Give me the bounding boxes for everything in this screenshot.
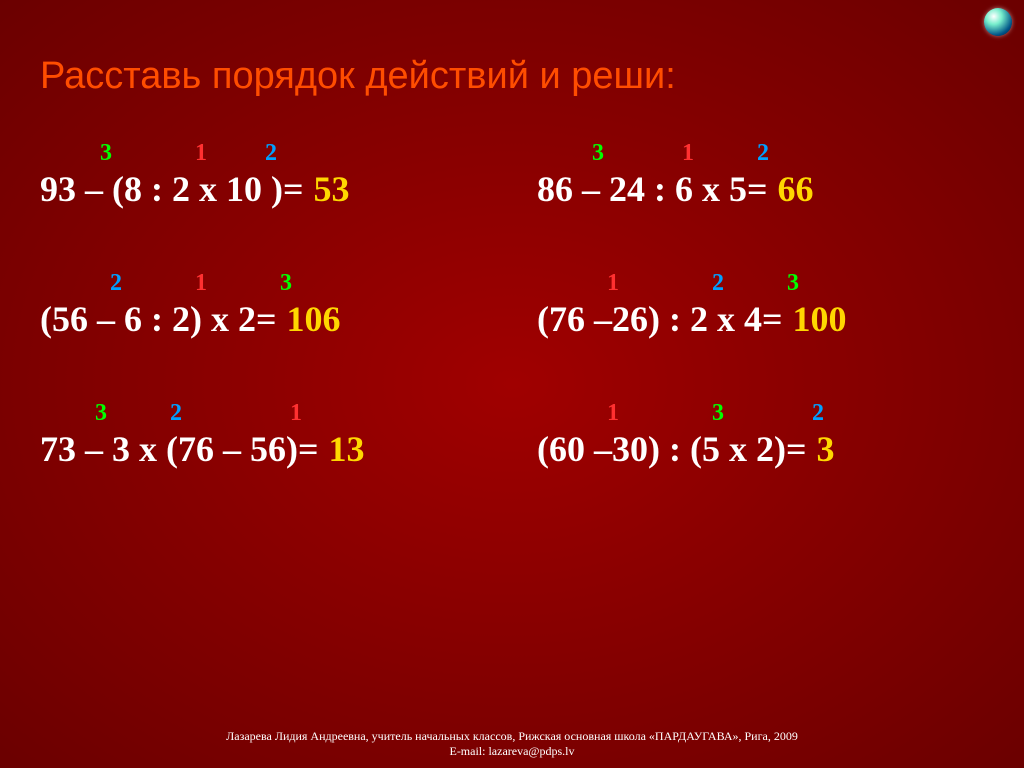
problems-area: 31293 – (8 : 2 х 10 )=53213(56 – 6 : 2) … xyxy=(30,168,994,558)
footer: Лазарева Лидия Андреевна, учитель началь… xyxy=(0,729,1024,760)
order-number: 3 xyxy=(592,140,604,167)
left-column: 31293 – (8 : 2 х 10 )=53213(56 – 6 : 2) … xyxy=(40,168,497,558)
footer-line-1: Лазарева Лидия Андреевна, учитель началь… xyxy=(0,729,1024,745)
problem: 132(60 –30) : (5 х 2)=3 xyxy=(537,428,994,488)
order-number: 2 xyxy=(757,140,769,167)
problem: 31286 – 24 : 6 х 5=66 xyxy=(537,168,994,228)
expression-line: 132(60 –30) : (5 х 2)=3 xyxy=(537,428,994,488)
order-number: 1 xyxy=(290,400,302,427)
order-number: 1 xyxy=(195,140,207,167)
answer-text: 66 xyxy=(778,169,814,209)
problem: 123(76 –26) : 2 х 4=100 xyxy=(537,298,994,358)
expression-line: 32173 – 3 х (76 – 56)=13 xyxy=(40,428,497,488)
answer-text: 3 xyxy=(816,429,834,469)
expression-text: (56 – 6 : 2) х 2= xyxy=(40,299,276,339)
right-column: 31286 – 24 : 6 х 5=66123(76 –26) : 2 х 4… xyxy=(537,168,994,558)
order-number: 3 xyxy=(100,140,112,167)
expression-text: 73 – 3 х (76 – 56)= xyxy=(40,429,319,469)
expression-line: 31286 – 24 : 6 х 5=66 xyxy=(537,168,994,228)
order-number: 2 xyxy=(170,400,182,427)
slide: Расставь порядок действий и реши: 31293 … xyxy=(0,0,1024,768)
problem: 32173 – 3 х (76 – 56)=13 xyxy=(40,428,497,488)
slide-title: Расставь порядок действий и реши: xyxy=(30,55,994,98)
expression-line: 31293 – (8 : 2 х 10 )=53 xyxy=(40,168,497,228)
answer-text: 53 xyxy=(313,169,349,209)
problem: 31293 – (8 : 2 х 10 )=53 xyxy=(40,168,497,228)
answer-text: 100 xyxy=(792,299,846,339)
order-number: 1 xyxy=(682,140,694,167)
answer-text: 106 xyxy=(286,299,340,339)
order-number: 2 xyxy=(812,400,824,427)
order-number: 1 xyxy=(607,400,619,427)
order-number: 3 xyxy=(280,270,292,297)
order-number: 2 xyxy=(712,270,724,297)
order-number: 3 xyxy=(712,400,724,427)
expression-line: 123(76 –26) : 2 х 4=100 xyxy=(537,298,994,358)
footer-line-2: E-mail: lazareva@pdps.lv xyxy=(0,744,1024,760)
order-number: 2 xyxy=(265,140,277,167)
expression-text: 93 – (8 : 2 х 10 )= xyxy=(40,169,303,209)
answer-text: 13 xyxy=(329,429,365,469)
expression-line: 213(56 – 6 : 2) х 2=106 xyxy=(40,298,497,358)
order-number: 2 xyxy=(110,270,122,297)
order-number: 1 xyxy=(607,270,619,297)
problem: 213(56 – 6 : 2) х 2=106 xyxy=(40,298,497,358)
order-number: 1 xyxy=(195,270,207,297)
globe-icon xyxy=(984,8,1012,36)
expression-text: (60 –30) : (5 х 2)= xyxy=(537,429,806,469)
order-number: 3 xyxy=(95,400,107,427)
order-number: 3 xyxy=(787,270,799,297)
expression-text: 86 – 24 : 6 х 5= xyxy=(537,169,768,209)
expression-text: (76 –26) : 2 х 4= xyxy=(537,299,782,339)
